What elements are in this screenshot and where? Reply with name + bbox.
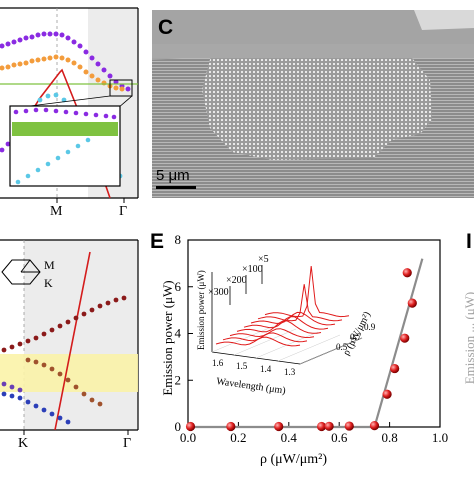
inset-wavelength-tick: 1.3 <box>284 367 296 377</box>
x-tick-gamma-bottom: Γ <box>123 436 132 451</box>
photonic-crystal <box>202 48 432 160</box>
band-diagram-bottom <box>0 239 139 435</box>
x-tick-label: 0.8 <box>381 430 397 445</box>
data-point <box>185 421 196 432</box>
zoom-source-box <box>109 79 133 97</box>
band-diagram-top <box>0 7 139 203</box>
plot-area: 0.0 0.2 0.4 0.6 0.8 1.0 0 2 4 6 8 <box>175 232 449 445</box>
panel-top-left: M Γ <box>0 0 150 230</box>
panel-bottom-left: M K K Γ <box>0 232 150 474</box>
zoom-inset <box>9 105 121 187</box>
data-point <box>369 420 380 431</box>
scalebar-label: 5 μm <box>156 167 190 184</box>
inset-grid-line <box>233 328 297 356</box>
purple-band <box>0 31 131 92</box>
inset-wavelength-tick: 1.5 <box>236 361 248 371</box>
y-tick-label: 0 <box>175 419 182 434</box>
x-tick-label: 0.4 <box>281 430 298 445</box>
panel-c: C 5 μm <box>152 10 474 198</box>
x-tick-K-bottom: K <box>18 436 29 451</box>
data-point <box>274 421 284 432</box>
inset-grid-line <box>299 337 363 365</box>
inset-rho-tick: 0.9 <box>364 322 376 332</box>
x-tick-label: 0.2 <box>230 430 246 445</box>
inset-wavelength-tick: 1.4 <box>260 364 272 374</box>
data-point <box>344 421 354 431</box>
data-point <box>226 421 236 432</box>
data-point <box>402 268 412 278</box>
data-point <box>316 421 327 432</box>
inset-grid-line <box>277 334 341 362</box>
orange-band <box>0 54 125 92</box>
x-tick-label: 1.0 <box>432 430 448 445</box>
spectrum-trace <box>250 311 336 326</box>
inset-scale-label: ×100 <box>242 264 263 275</box>
bz-label-K: K <box>44 276 53 290</box>
panel-label-f-partial: I <box>466 230 472 253</box>
spectrum-trace <box>257 284 343 322</box>
chart-e: 0.0 0.2 0.4 0.6 0.8 1.0 0 2 4 6 8 ×300×200×100×5 1.… <box>175 232 449 445</box>
y-axis-label: Emission power (μW) <box>160 280 175 396</box>
x-tick-label: 0.6 <box>331 430 348 445</box>
brown-band <box>25 357 103 407</box>
brillouin-zone-inset <box>1 259 41 285</box>
blue-band <box>1 391 71 425</box>
red-light-line-bottom <box>54 251 91 431</box>
panel-label-e: E <box>150 230 165 253</box>
panel-label-c: C <box>158 16 174 39</box>
purple-band-bottom <box>1 381 23 393</box>
inset-scale-label: ×300 <box>208 287 229 298</box>
spectrum-trace <box>264 265 350 318</box>
x-axis-label: ρ (μW/μm²) <box>260 452 328 467</box>
right-axis-partial: Emission ... (μW) <box>462 291 474 385</box>
y-tick-label: 2 <box>175 372 182 387</box>
data-point <box>407 298 417 308</box>
data-point <box>390 363 400 374</box>
data-point <box>400 333 410 343</box>
x-tick-M-top: M <box>50 204 63 219</box>
x-tick-label: 0.0 <box>180 430 196 445</box>
y-tick-label: 8 <box>175 232 182 247</box>
panel-e: E I 0.0 0.2 0.4 0.6 0.8 1.0 0 2 4 6 8 ×300 ×200 ×100… <box>150 226 474 474</box>
spectrum-trace <box>243 316 329 330</box>
inset-scale-label: ×5 <box>258 254 269 265</box>
y-tick-label: 4 <box>175 326 182 341</box>
data-point <box>382 389 392 399</box>
inset-y-label: Emission power (μW) <box>196 270 206 350</box>
x-tick-gamma-top: Γ <box>119 204 128 219</box>
inset-rho-tick: 0.5 <box>336 342 348 352</box>
inset-wavelength-tick: 1.6 <box>212 358 224 368</box>
inset-rho-tick: 0.7 <box>350 332 362 342</box>
y-tick-label: 6 <box>175 279 182 294</box>
scalebar <box>156 186 196 189</box>
sem-image <box>152 10 474 198</box>
data-point <box>324 421 334 431</box>
bz-label-M: M <box>44 258 55 272</box>
dark-red-band <box>1 295 127 353</box>
inset-scale-label: ×200 <box>226 275 247 286</box>
spectrum-trace <box>229 328 315 339</box>
